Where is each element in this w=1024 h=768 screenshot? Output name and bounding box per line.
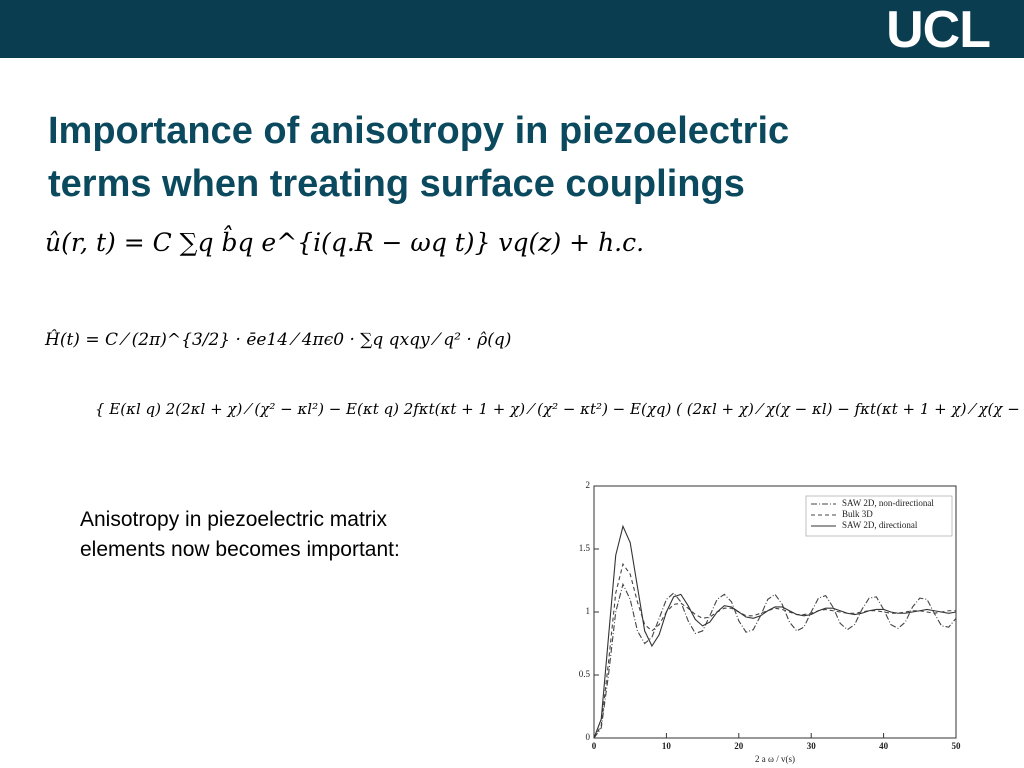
equation: Ĥ(t) = C ⁄ (2π)^{3/2} · ēe14 ⁄ 4πϵ0 · ∑q…	[45, 330, 512, 350]
y-tick-label: 1	[586, 606, 591, 616]
y-tick-label: 0.5	[579, 669, 591, 679]
x-axis-label: 2 a ω / v(s)	[755, 754, 795, 764]
equation: { E(κl q) 2(2κl + χ) ⁄ (χ² − κl²) − E(κt…	[95, 400, 1024, 418]
y-tick-label: 2	[586, 480, 591, 490]
title: terms when treating surface couplings	[48, 163, 745, 205]
x-tick-label: 0	[592, 741, 597, 751]
x-tick-label: 20	[734, 741, 744, 751]
legend-label: SAW 2D, directional	[842, 520, 918, 530]
header-bar: UCL	[0, 0, 1024, 58]
y-tick-label: 0	[586, 732, 591, 742]
x-tick-label: 30	[807, 741, 817, 751]
body-text: elements now becomes important:	[80, 538, 400, 561]
line-series	[593, 582, 957, 739]
equation: û(r, t) = C ∑q b̂q e^{i(q.R − ωq t)} vq(…	[45, 228, 645, 257]
logo: UCL	[886, 1, 991, 59]
legend-label: SAW 2D, non-directional	[842, 498, 934, 508]
x-tick-label: 40	[879, 741, 889, 751]
x-tick-label: 10	[662, 741, 672, 751]
chart: 00.511.520 10 20 30 40 502 a ω / v(s)SAW 2D, …	[579, 480, 962, 764]
y-tick-label: 1.5	[579, 543, 591, 553]
legend-label: Bulk 3D	[842, 509, 873, 519]
x-tick-label: 50	[952, 741, 962, 751]
body-text: Anisotropy in piezoelectric matrix	[80, 508, 387, 531]
title: Importance of anisotropy in piezoelectri…	[48, 110, 790, 152]
line-series	[593, 562, 956, 739]
line-series	[593, 524, 957, 739]
legend-box	[805, 495, 953, 537]
